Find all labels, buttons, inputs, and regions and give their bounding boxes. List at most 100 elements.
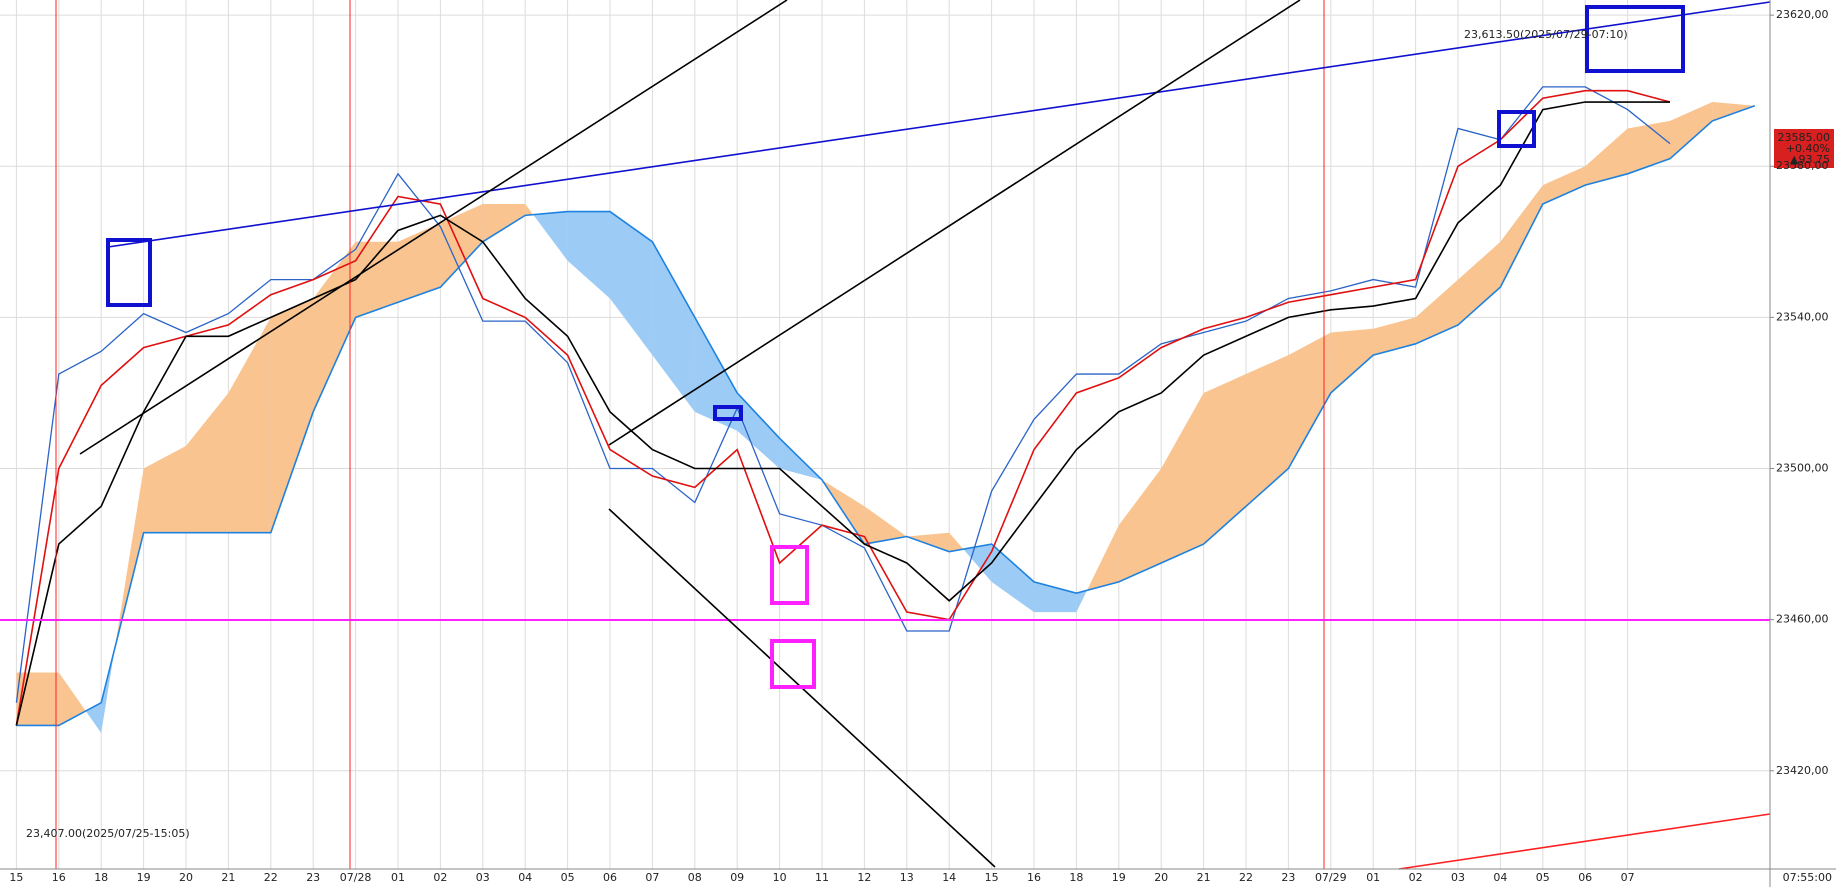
cloud-segment	[864, 506, 907, 545]
x-tick-label: 18	[94, 871, 108, 884]
x-tick-label: 23	[306, 871, 320, 884]
x-tick-label: 19	[137, 871, 151, 884]
price-box	[1774, 129, 1834, 168]
x-tick-label: 20	[179, 871, 193, 884]
x-tick-label: 15	[9, 871, 23, 884]
highlight-box	[770, 545, 809, 605]
trend-line	[79, 0, 788, 455]
x-tick-label: 09	[730, 871, 744, 884]
cloud-segment	[1415, 279, 1458, 344]
x-tick-label: 19	[1112, 871, 1126, 884]
cloud-segment	[1542, 166, 1586, 205]
cloud-segment	[1585, 128, 1628, 186]
cloud-segment	[270, 298, 314, 533]
drawings	[0, 0, 1771, 870]
last-price-price: 23585.00	[1778, 131, 1831, 144]
series-line	[15, 89, 1671, 726]
cloud-segment	[186, 392, 229, 533]
annotation: 23,613.50(2025/07/29-07:10)	[1464, 28, 1628, 41]
cloud-segment	[963, 544, 992, 582]
cloud-segment	[1034, 581, 1077, 613]
cloud-segment	[228, 317, 271, 533]
x-tick-label: 07	[1621, 871, 1635, 884]
cloud-segment	[694, 317, 738, 431]
cloud-segment	[949, 532, 964, 552]
x-tick-label: 08	[688, 871, 702, 884]
x-tick-label: 06	[1578, 871, 1592, 884]
cloud	[16, 102, 1756, 733]
cloud-segment	[1076, 590, 1087, 613]
x-tick-label: 21	[221, 871, 235, 884]
y-tick-label: 23580,00	[1776, 159, 1829, 172]
x-tick-label: 21	[1197, 871, 1211, 884]
span-b-line	[16, 105, 1756, 727]
cloud-segment	[610, 211, 653, 356]
last-price-change: ▲93.75	[1790, 153, 1830, 166]
x-tick-label: 03	[1451, 871, 1465, 884]
cloud-segment	[991, 544, 1034, 613]
x-tick-label: 15	[985, 871, 999, 884]
lines	[15, 86, 1671, 726]
cloud-segment	[85, 702, 102, 733]
x-tick-label: 22	[1239, 871, 1253, 884]
cloud-segment	[355, 241, 398, 318]
cloud-segment	[482, 204, 526, 242]
x-tick-label: 11	[815, 871, 829, 884]
series-line	[15, 101, 1670, 726]
y-tick-label: 23460,00	[1776, 613, 1829, 626]
x-tick-label: 04	[1493, 871, 1507, 884]
cloud-segment	[143, 445, 186, 533]
x-tick-label: 07/28	[340, 871, 372, 884]
x-tick-label: 20	[1154, 871, 1168, 884]
highlight-box	[1497, 110, 1536, 148]
cloud-segment	[1670, 102, 1713, 159]
cloud-segment	[652, 241, 695, 412]
x-tick-label: 05	[561, 871, 575, 884]
y-tick-label: 23500,00	[1776, 462, 1829, 475]
x-tick-label: 01	[391, 871, 405, 884]
trend-line	[608, 0, 1301, 446]
cloud-segment	[906, 532, 950, 552]
cloud-segment	[533, 211, 568, 261]
cloud-segment	[1627, 120, 1670, 174]
cloud-segment	[525, 204, 534, 216]
cloud-segment	[101, 648, 115, 733]
cloud-segment	[114, 468, 144, 649]
cloud-segment	[1161, 392, 1204, 563]
highlight-box	[770, 639, 816, 689]
highlight-box	[1585, 5, 1685, 73]
cloud-segment	[313, 241, 356, 412]
x-tick-label: 23	[1281, 871, 1295, 884]
cloud-segment	[1087, 525, 1119, 591]
x-tick-label: 02	[433, 871, 447, 884]
x-tick-label: 10	[773, 871, 787, 884]
y-tick-label: 23540,00	[1776, 310, 1829, 323]
x-tick-label: 18	[1069, 871, 1083, 884]
x-tick-label: 12	[857, 871, 871, 884]
x-tick-label: 14	[942, 871, 956, 884]
x-tick-label: 05	[1536, 871, 1550, 884]
highlight-box	[106, 238, 152, 307]
x-tick-label: 02	[1409, 871, 1423, 884]
trend-line	[1398, 813, 1771, 870]
cloud-segment	[16, 672, 59, 726]
cloud-segment	[1373, 317, 1416, 356]
x-tick-label: 07/29	[1315, 871, 1347, 884]
cloud-segment	[1203, 374, 1246, 545]
x-tick-label: 22	[264, 871, 278, 884]
cloud-segment	[1458, 241, 1501, 325]
cloud-segment	[398, 222, 441, 303]
cloud-segment	[1288, 332, 1331, 469]
cloud-segment	[1246, 355, 1289, 507]
y-tick-label: 23620,00	[1776, 8, 1829, 21]
current-time: 07:55:00	[1783, 871, 1832, 884]
last-price-change-pct: +0.40%	[1786, 142, 1830, 155]
x-tick-label: 06	[603, 871, 617, 884]
x-tick-label: 01	[1366, 871, 1380, 884]
highlight-box	[713, 405, 743, 421]
cloud-segment	[440, 204, 483, 288]
x-tick-label: 13	[900, 871, 914, 884]
x-tick-label: 16	[1027, 871, 1041, 884]
